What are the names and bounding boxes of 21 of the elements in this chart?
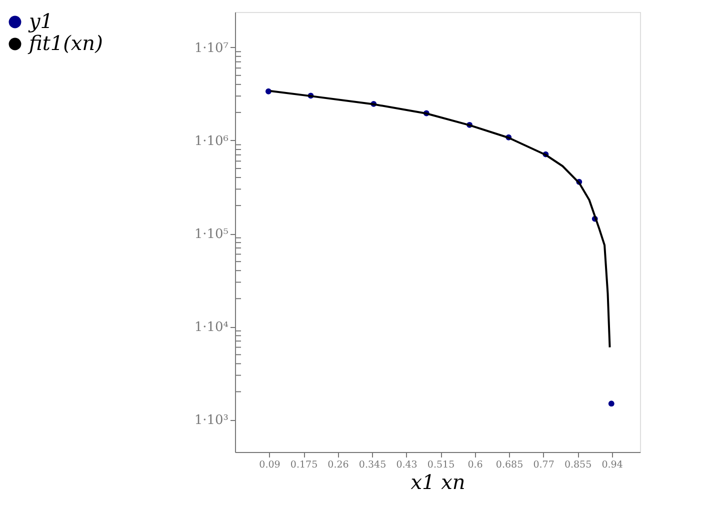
x-tick-label: 0.6 (468, 460, 483, 470)
x-tick-label: 0.175 (290, 460, 318, 470)
y-tick-label: 1·10³ (194, 413, 228, 428)
legend-label: fit1(xn) (27, 31, 103, 55)
x-tick-label: 0.685 (496, 460, 524, 470)
legend-label: y1 (28, 9, 54, 33)
y-tick-label: 1·10⁵ (194, 227, 228, 242)
x-tick-label: 0.43 (396, 460, 418, 470)
x-axis-title: x1 xn (410, 470, 466, 494)
x-tick-label: 0.94 (602, 460, 623, 470)
point (265, 88, 272, 94)
x-tick-label: 0.515 (427, 460, 455, 470)
x-tick-label: 0.345 (358, 460, 386, 470)
x-tick-label: 0.26 (328, 460, 349, 470)
x-tick-label: 0.855 (564, 460, 592, 470)
y-tick-label: 1·10⁶ (194, 134, 228, 149)
x-tick-label: 0.77 (533, 460, 554, 470)
x-tick-label: 0.09 (259, 460, 280, 470)
y-tick-label: 1·10⁴ (194, 320, 228, 336)
point (608, 400, 614, 407)
y-tick-label: 1·10⁷ (194, 40, 228, 56)
